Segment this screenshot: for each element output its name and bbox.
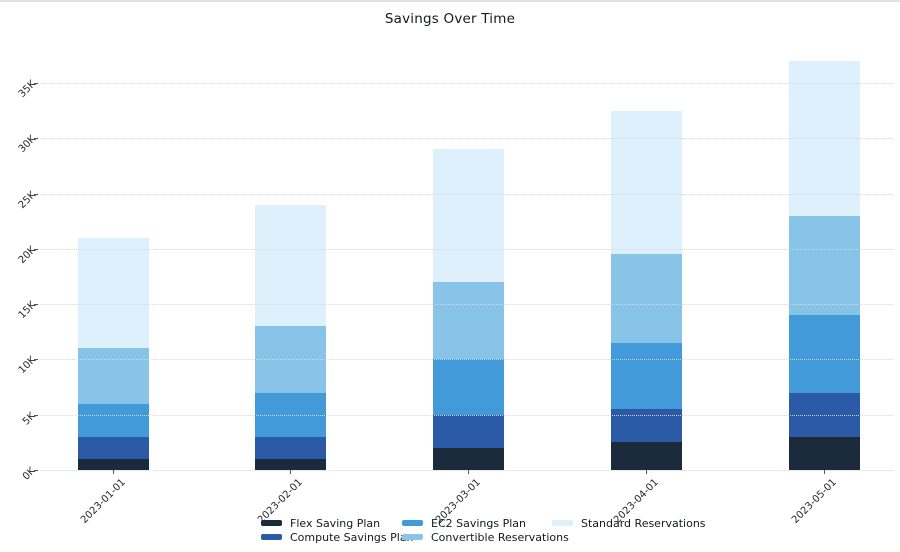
x-axis-tick <box>290 470 291 474</box>
bar-segment[interactable] <box>77 458 149 470</box>
legend-swatch-icon <box>552 520 573 526</box>
bar-segment[interactable] <box>432 359 504 415</box>
bar-segment[interactable] <box>432 282 504 360</box>
bar-segment[interactable] <box>254 326 326 393</box>
y-axis-label: 5K <box>20 410 38 428</box>
y-axis-label: 35K <box>16 78 38 101</box>
legend-item[interactable]: Compute Savings Plan <box>261 531 414 544</box>
bar-segment[interactable] <box>254 436 326 459</box>
legend-item[interactable]: EC2 Savings Plan <box>402 516 552 530</box>
legend-swatch-icon <box>402 520 423 526</box>
y-axis-tick <box>34 470 38 471</box>
bar-segment[interactable] <box>610 409 682 443</box>
bar-segment[interactable] <box>432 414 504 448</box>
x-axis-label: 2023-01-01 <box>78 477 128 526</box>
legend: Flex Saving Plan Compute Savings Plan EC2 … <box>261 516 706 544</box>
legend-label: Flex Saving Plan <box>290 516 381 530</box>
bar-segment[interactable] <box>254 392 326 437</box>
legend-column: Flex Saving Plan Compute Savings Plan <box>261 516 414 544</box>
x-axis-tick <box>113 470 114 474</box>
y-axis-tick <box>34 193 38 195</box>
bar-segment[interactable] <box>788 315 860 393</box>
bar-segment[interactable] <box>788 436 860 470</box>
legend-column: EC2 Savings Plan Convertible Reservations <box>402 516 569 544</box>
legend-swatch-icon <box>261 534 282 540</box>
bar-segment[interactable] <box>610 110 682 255</box>
y-axis-tick <box>34 83 38 84</box>
y-axis-label: 25K <box>16 189 38 211</box>
y-axis-tick <box>34 359 38 361</box>
bar-segment[interactable] <box>788 392 860 437</box>
y-axis-tick <box>34 304 38 306</box>
legend-item[interactable]: Standard Reservations <box>552 516 706 530</box>
y-axis-label: 10K <box>16 355 38 377</box>
bar-segment[interactable] <box>77 237 149 349</box>
y-axis-tick <box>34 414 38 416</box>
bar-segment[interactable] <box>610 342 682 410</box>
x-axis-tick <box>646 470 647 474</box>
bar-segment[interactable] <box>77 436 149 459</box>
x-axis-tick <box>468 470 469 474</box>
legend-swatch-icon <box>402 534 423 540</box>
bar-segment[interactable] <box>788 215 860 316</box>
legend-label: Standard Reservations <box>581 516 706 530</box>
y-axis-label: 20K <box>16 244 38 266</box>
bar-segment[interactable] <box>77 403 149 437</box>
y-axis-label: 0K <box>20 465 38 483</box>
x-axis-tick <box>824 470 825 474</box>
gridline <box>38 470 893 471</box>
y-axis-label: 15K <box>16 299 38 322</box>
y-axis-label: 30K <box>16 133 38 156</box>
bar-segment[interactable] <box>432 447 504 470</box>
bar-segment[interactable] <box>254 458 326 470</box>
legend-column: Standard Reservations <box>552 517 706 543</box>
chart-title: Savings Over Time <box>384 11 516 27</box>
gridline <box>38 138 893 140</box>
x-axis-label: 2023-05-01 <box>789 477 839 526</box>
legend-item[interactable]: Flex Saving Plan <box>261 516 402 530</box>
bar-segment[interactable] <box>610 254 682 343</box>
bar-segment[interactable] <box>610 442 682 470</box>
bar-segment[interactable] <box>254 204 326 327</box>
bar-segment[interactable] <box>77 348 149 404</box>
legend-item[interactable]: Convertible Reservations <box>402 531 569 544</box>
y-axis-tick <box>34 138 38 140</box>
bar-segment[interactable] <box>432 149 504 283</box>
legend-label: Convertible Reservations <box>431 530 569 544</box>
y-axis-tick <box>34 248 38 250</box>
gridline <box>38 83 893 84</box>
legend-label: EC2 Savings Plan <box>431 516 526 530</box>
legend-label: Compute Savings Plan <box>290 530 414 544</box>
bar-segment[interactable] <box>788 60 860 216</box>
legend-swatch-icon <box>261 520 282 526</box>
